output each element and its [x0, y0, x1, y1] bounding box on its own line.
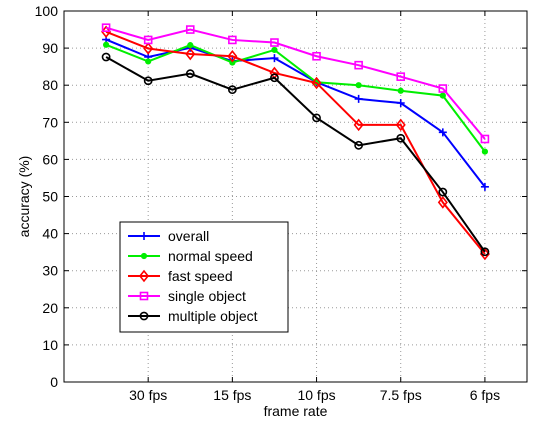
circle-marker [354, 140, 364, 150]
square-marker [354, 60, 363, 70]
square-marker [312, 51, 321, 61]
circle-marker [227, 85, 237, 95]
series-line [105, 43, 486, 153]
x-tick-label: 7.5 fps [380, 387, 422, 403]
dot-marker [271, 46, 278, 54]
series-single-object [101, 23, 490, 144]
y-tick-label: 90 [42, 40, 58, 56]
legend-label: single object [168, 288, 246, 304]
x-axis-title: frame rate [264, 403, 328, 419]
y-tick-label: 50 [42, 189, 58, 205]
plus-marker [140, 232, 148, 240]
legend-item: fast speed [128, 268, 233, 284]
diamond-marker [395, 118, 406, 132]
x-tick-label: 15 fps [213, 387, 251, 403]
x-tick-label: 30 fps [129, 387, 167, 403]
plus-marker [480, 182, 489, 191]
square-marker [101, 23, 111, 32]
plus-marker [438, 128, 447, 137]
diamond-marker [437, 196, 448, 209]
series-layer [101, 23, 490, 261]
axis-ticks: 0 10 20 30 40 50 60 70 80 90 100 30 fps 15 fps 10 fps… [35, 3, 527, 403]
circle-marker [101, 52, 111, 62]
y-tick-label: 40 [42, 226, 58, 242]
circle-marker [396, 133, 406, 143]
dot-marker [397, 87, 404, 94]
dot-marker [229, 59, 236, 66]
circle-marker [143, 76, 153, 86]
square-marker [139, 291, 149, 301]
y-tick-label: 0 [50, 374, 58, 390]
y-axis-title: accuracy (%) [16, 156, 32, 238]
legend-item: overall [128, 228, 209, 244]
diamond-marker [353, 118, 364, 132]
diamond-marker [227, 49, 238, 63]
circle-marker [185, 69, 195, 79]
y-tick-label: 80 [42, 77, 58, 93]
series-line [105, 38, 486, 188]
square-marker [143, 35, 153, 45]
circle-marker [139, 311, 149, 321]
legend-label: normal speed [168, 248, 253, 264]
diamond-marker [479, 247, 490, 261]
circle-marker [270, 73, 279, 83]
plus-marker [396, 99, 405, 108]
legend-label: overall [168, 228, 209, 244]
diamond-marker [311, 76, 322, 90]
plus-marker [354, 94, 363, 103]
plus-marker [270, 54, 279, 63]
dot-marker [140, 252, 148, 260]
y-tick-label: 100 [35, 3, 59, 19]
y-tick-label: 30 [42, 263, 58, 279]
series-normal-speed [102, 41, 489, 155]
y-tick-label: 10 [42, 337, 58, 353]
diamond-marker [143, 42, 154, 55]
square-marker [185, 25, 195, 34]
legend-item: single object [128, 288, 246, 304]
dot-marker [481, 148, 489, 155]
dot-marker [102, 41, 110, 48]
y-tick-label: 20 [42, 300, 58, 316]
y-tick-label: 60 [42, 151, 58, 167]
dot-marker [439, 92, 446, 99]
dot-marker [145, 58, 152, 65]
x-tick-label: 6 fps [470, 387, 500, 403]
x-tick-label: 10 fps [297, 387, 335, 403]
diamond-marker [185, 47, 196, 61]
square-marker [438, 84, 448, 93]
circle-marker [480, 247, 490, 257]
square-marker [228, 35, 237, 45]
series-line [105, 56, 486, 253]
series-line [105, 26, 486, 140]
diamond-marker [138, 269, 150, 283]
circle-marker [312, 113, 321, 123]
square-marker [270, 38, 279, 47]
dot-marker [187, 42, 194, 49]
y-tick-label: 70 [42, 114, 58, 130]
series-multiple-object [101, 52, 490, 257]
legend-item: multiple object [128, 308, 258, 324]
legend-label: multiple object [168, 308, 258, 324]
square-marker [480, 134, 490, 144]
dot-marker [355, 82, 362, 89]
series-overall [102, 35, 489, 191]
legend: overall normal speed fast speed single obje… [119, 221, 289, 333]
diamond-marker [101, 25, 112, 39]
legend-label: fast speed [168, 268, 233, 284]
legend-item: normal speed [128, 248, 253, 264]
square-marker [396, 72, 406, 81]
circle-marker [438, 187, 448, 197]
